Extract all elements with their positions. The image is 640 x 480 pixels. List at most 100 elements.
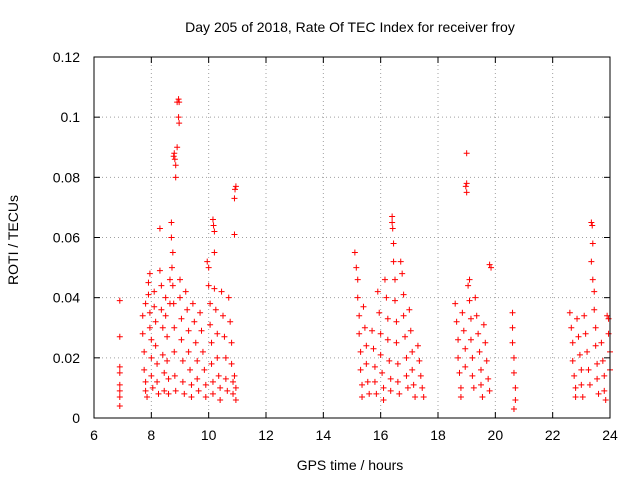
data-point xyxy=(141,348,148,355)
data-point xyxy=(412,393,419,400)
data-point xyxy=(400,312,407,319)
data-point xyxy=(397,258,404,265)
data-point xyxy=(351,249,358,256)
data-point xyxy=(396,390,403,397)
data-point xyxy=(409,348,416,355)
data-point xyxy=(172,387,179,394)
data-point xyxy=(585,366,592,373)
data-point xyxy=(178,315,185,322)
data-point xyxy=(383,294,390,301)
data-point xyxy=(482,339,489,346)
data-point xyxy=(166,276,173,283)
data-point xyxy=(156,267,163,274)
data-point xyxy=(116,363,123,370)
data-point xyxy=(488,264,495,271)
data-point xyxy=(170,153,177,160)
data-point xyxy=(594,375,601,382)
data-point xyxy=(589,222,596,229)
data-point xyxy=(174,99,181,106)
data-point xyxy=(145,279,152,286)
data-point xyxy=(187,366,194,373)
data-point xyxy=(569,357,576,364)
data-point xyxy=(457,393,464,400)
data-point xyxy=(386,357,393,364)
data-point xyxy=(199,348,206,355)
data-point xyxy=(231,231,238,238)
data-point xyxy=(582,330,589,337)
data-point xyxy=(512,396,519,403)
x-tick-label: 16 xyxy=(373,427,389,443)
data-point xyxy=(158,306,165,313)
data-point xyxy=(414,342,421,349)
data-point xyxy=(146,309,153,316)
data-point xyxy=(152,342,159,349)
data-point xyxy=(232,186,239,193)
data-point xyxy=(586,381,593,388)
data-point xyxy=(176,120,183,127)
data-point xyxy=(479,393,486,400)
data-point xyxy=(462,345,469,352)
data-point xyxy=(201,366,208,373)
data-point xyxy=(174,144,181,151)
data-point xyxy=(478,381,484,388)
data-point xyxy=(231,195,238,202)
data-point xyxy=(483,357,490,364)
data-point xyxy=(356,312,363,319)
data-point xyxy=(171,372,178,379)
data-point xyxy=(161,369,168,376)
x-tick-label: 10 xyxy=(201,427,217,443)
data-point xyxy=(208,360,215,367)
data-point xyxy=(604,312,611,319)
x-tick-label: 24 xyxy=(602,427,618,443)
data-point xyxy=(181,390,188,397)
x-tick-label: 12 xyxy=(258,427,274,443)
data-point xyxy=(381,276,388,283)
data-point xyxy=(161,387,168,394)
data-point xyxy=(189,300,196,307)
data-point xyxy=(380,396,387,403)
data-point xyxy=(589,240,596,247)
data-point xyxy=(420,393,427,400)
data-point xyxy=(116,297,123,304)
data-point xyxy=(144,393,151,400)
data-point xyxy=(228,339,235,346)
data-point xyxy=(568,324,575,331)
data-point xyxy=(417,372,424,379)
data-point xyxy=(217,396,224,403)
data-point xyxy=(467,315,474,322)
data-point xyxy=(151,303,158,310)
data-point xyxy=(165,390,172,397)
data-point xyxy=(194,357,201,364)
data-point xyxy=(175,96,182,103)
y-tick-label: 0.04 xyxy=(53,290,80,306)
data-point xyxy=(463,180,470,187)
data-point xyxy=(146,270,153,277)
data-point xyxy=(379,369,386,376)
data-point xyxy=(198,327,205,334)
data-point xyxy=(158,282,165,289)
data-point xyxy=(116,402,123,409)
data-point xyxy=(202,393,209,400)
data-point xyxy=(370,345,377,352)
data-point xyxy=(462,363,469,370)
data-point xyxy=(594,360,601,367)
data-point xyxy=(209,378,216,385)
data-point xyxy=(389,213,396,220)
data-point xyxy=(456,369,463,376)
data-point xyxy=(384,315,391,322)
data-point xyxy=(599,357,606,364)
data-point xyxy=(389,225,396,232)
data-point xyxy=(205,282,212,289)
data-point xyxy=(151,288,158,295)
data-point xyxy=(377,351,384,358)
y-tick-label: 0 xyxy=(72,410,80,426)
data-point xyxy=(509,324,516,331)
data-point xyxy=(192,339,199,346)
data-point xyxy=(356,330,363,337)
data-point xyxy=(165,375,172,382)
data-point xyxy=(228,360,235,367)
data-point xyxy=(222,354,229,361)
data-point xyxy=(146,324,153,331)
data-point xyxy=(480,321,487,328)
data-point xyxy=(407,327,414,334)
